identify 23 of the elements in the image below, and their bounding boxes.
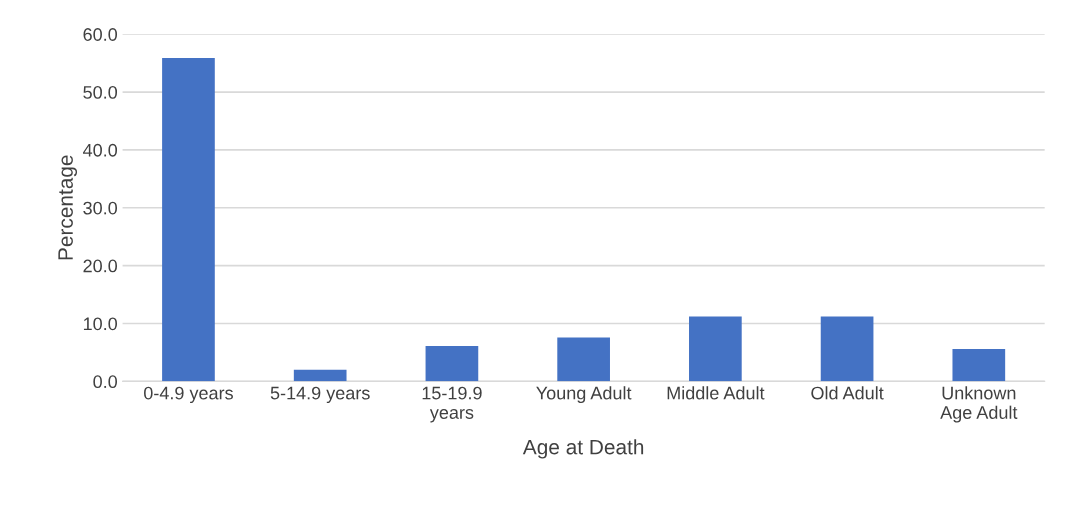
y-tick-label: 10.0 [83,317,118,331]
bar [162,57,215,382]
y-tick-label: 0.0 [93,375,118,389]
y-tick-label: 60.0 [83,28,118,41]
x-tick-label: 0-4.9 years [144,386,233,404]
bar [425,346,479,382]
y-tick-label: 20.0 [83,259,118,273]
bar [820,316,874,382]
x-tick-label: Old Adult [811,386,884,400]
x-tick-label: 5-14.9 years [270,386,370,404]
bar [689,316,742,382]
bar [293,369,347,382]
y-tick-label: 50.0 [83,85,118,99]
bar [557,337,610,382]
x-tick-label: Young Adult [536,386,632,404]
y-tick-label: 30.0 [83,201,118,215]
y-axis-title: Percentage [58,155,78,260]
x-tick-label: 15-19.9 years [422,386,482,423]
x-tick-label: Unknown Age Adult [940,386,1018,423]
y-tick-label: 40.0 [83,143,118,157]
x-tick-label: Middle Adult [667,386,765,400]
bar [952,348,1006,382]
x-axis-title: Age at Death [522,439,644,459]
